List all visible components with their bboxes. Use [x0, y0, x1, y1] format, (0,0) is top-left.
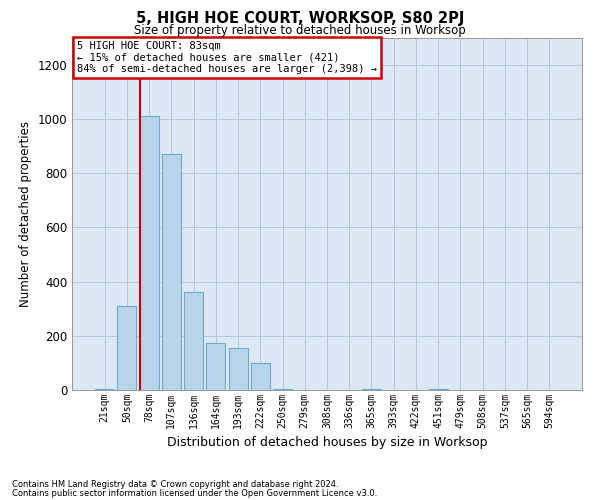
Bar [251, 363, 270, 390]
Bar [95, 388, 114, 390]
Bar [273, 388, 292, 390]
Text: 5, HIGH HOE COURT, WORKSOP, S80 2PJ: 5, HIGH HOE COURT, WORKSOP, S80 2PJ [136, 11, 464, 26]
Y-axis label: Number of detached properties: Number of detached properties [19, 120, 32, 306]
Bar [118, 306, 136, 390]
Bar [206, 342, 225, 390]
X-axis label: Distribution of detached houses by size in Worksop: Distribution of detached houses by size … [167, 436, 487, 450]
Bar [140, 116, 158, 390]
Bar [429, 388, 448, 390]
Bar [162, 154, 181, 390]
Text: Contains public sector information licensed under the Open Government Licence v3: Contains public sector information licen… [12, 489, 377, 498]
Text: Contains HM Land Registry data © Crown copyright and database right 2024.: Contains HM Land Registry data © Crown c… [12, 480, 338, 489]
Bar [184, 292, 203, 390]
Text: 5 HIGH HOE COURT: 83sqm
← 15% of detached houses are smaller (421)
84% of semi-d: 5 HIGH HOE COURT: 83sqm ← 15% of detache… [77, 41, 377, 74]
Text: Size of property relative to detached houses in Worksop: Size of property relative to detached ho… [134, 24, 466, 37]
Bar [362, 388, 381, 390]
Bar [229, 348, 248, 390]
